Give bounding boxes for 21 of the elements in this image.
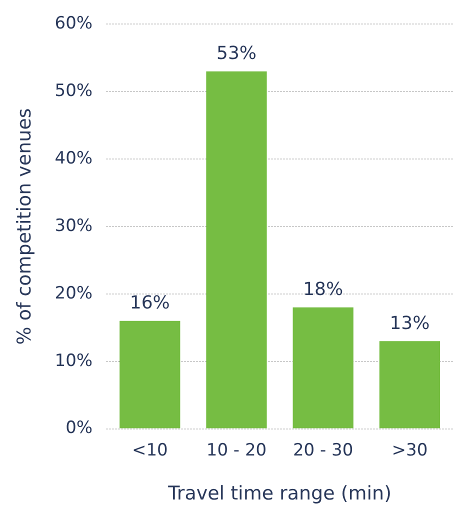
data-label: 16% — [130, 292, 170, 314]
bar — [379, 341, 440, 428]
y-tick-label: 0% — [66, 418, 93, 438]
y-axis-title: % of competition venues — [13, 108, 36, 345]
y-tick-label: 10% — [54, 350, 93, 371]
x-tick-label: <10 — [132, 440, 168, 460]
y-tick-label: 20% — [54, 283, 93, 304]
x-tick-label: 10 - 20 — [206, 440, 267, 460]
x-axis-title: Travel time range (min) — [167, 482, 392, 505]
bar — [292, 307, 354, 428]
y-tick-label: 30% — [54, 216, 93, 236]
y-tick-label: 50% — [54, 81, 93, 102]
y-tick-label: 60% — [54, 14, 93, 34]
bar — [206, 71, 267, 428]
data-label: 53% — [216, 43, 256, 64]
x-tick-label: 20 - 30 — [292, 440, 354, 460]
y-tick-label: 40% — [54, 148, 93, 168]
data-label: 13% — [390, 312, 430, 334]
data-label: 18% — [303, 279, 344, 300]
x-tick-label: >30 — [392, 440, 428, 460]
bar — [120, 320, 180, 428]
